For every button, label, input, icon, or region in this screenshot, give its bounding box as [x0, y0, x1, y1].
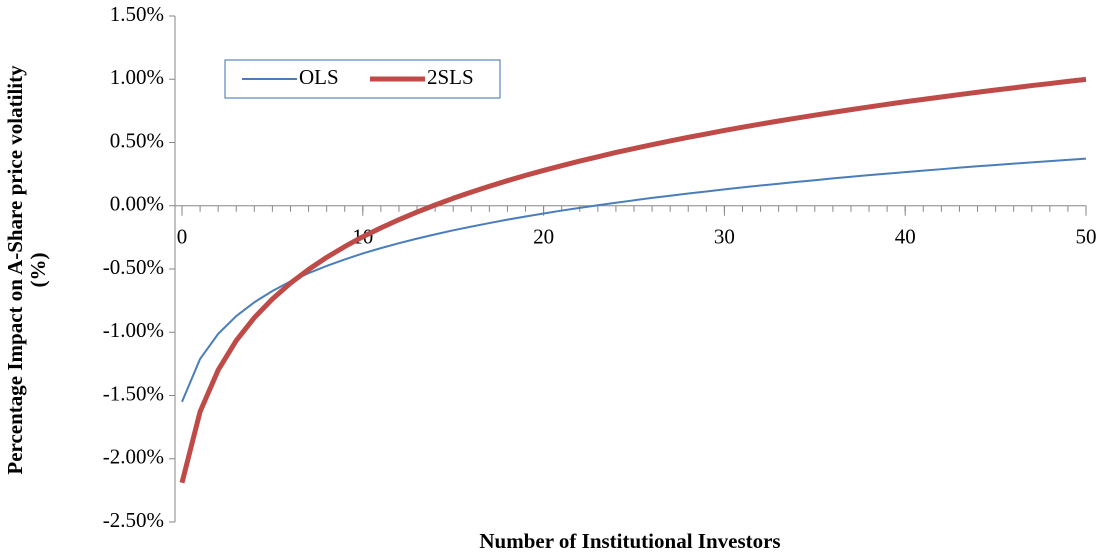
y-axis-title-line: Percentage Impact on A-Share price volat…	[3, 65, 27, 475]
y-tick-label: -2.00%	[103, 445, 164, 469]
y-tick-label: -1.50%	[103, 381, 164, 405]
y-tick-label: 0.50%	[110, 128, 164, 152]
y-axis-title: Percentage Impact on A-Share price volat…	[3, 65, 50, 475]
y-tick-label: -2.50%	[103, 508, 164, 532]
line-series	[179, 76, 1087, 484]
legend-label: 2SLS	[427, 65, 474, 89]
x-tick-label: 0	[177, 225, 188, 249]
x-axis-title: Number of Institutional Investors	[479, 529, 780, 553]
x-tick-label: 50	[1076, 225, 1097, 249]
x-tick-label: 40	[895, 225, 916, 249]
y-tick-label: 0.00%	[110, 192, 164, 216]
x-tick-label: 30	[714, 225, 735, 249]
y-tick-label: 1.00%	[110, 65, 164, 89]
y-axis-title-line: (%)	[26, 253, 50, 288]
y-tick-label: 1.50%	[110, 2, 164, 26]
line-series	[181, 157, 1087, 403]
y-tick-label: -1.00%	[103, 318, 164, 342]
y-tick-label: -0.50%	[103, 255, 164, 279]
x-tick-label: 20	[533, 225, 554, 249]
legend-label: OLS	[299, 65, 339, 89]
